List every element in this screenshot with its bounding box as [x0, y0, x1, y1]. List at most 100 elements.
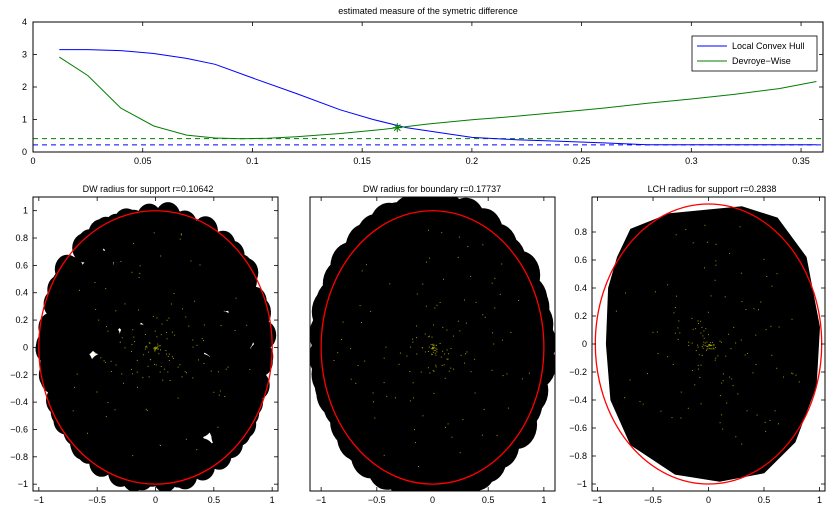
- sample-point: [499, 293, 501, 295]
- sample-point: [447, 358, 449, 360]
- sample-point: [702, 347, 704, 349]
- sample-point: [702, 344, 704, 346]
- sample-point: [755, 334, 757, 336]
- sample-point: [139, 265, 141, 267]
- sample-point: [361, 270, 363, 272]
- sample-point: [105, 288, 107, 290]
- sample-point: [493, 343, 495, 345]
- sample-point: [452, 335, 454, 337]
- sample-point: [752, 372, 754, 374]
- support-disc: [135, 434, 161, 464]
- tick-group: −1 −0.5 0 0.5 1 −1 −0.8 −0.6 −0.4 −0.2 0 0.2 0.4 0.6 0…: [569, 197, 825, 505]
- support-disc: [244, 370, 270, 400]
- sample-point: [412, 338, 414, 340]
- sample-point: [466, 351, 468, 353]
- sample-point: [133, 242, 135, 244]
- sample-point: [753, 308, 755, 310]
- sample-point: [697, 346, 699, 348]
- support-disc: [80, 258, 105, 288]
- sample-point: [416, 337, 417, 339]
- sample-point: [715, 260, 717, 262]
- sample-point: [203, 324, 205, 326]
- estimated-support: [310, 197, 555, 491]
- sample-point: [203, 340, 204, 342]
- sample-point: [441, 232, 443, 234]
- sample-point: [737, 393, 739, 395]
- sample-point: [429, 372, 431, 374]
- sample-point: [136, 359, 138, 361]
- sample-point: [429, 335, 430, 337]
- sample-point: [443, 278, 444, 280]
- sample-point: [448, 370, 450, 372]
- sample-point: [467, 246, 469, 247]
- tick-group: −1 −0.5 0 0.5 1: [316, 197, 546, 505]
- sample-point: [435, 354, 437, 356]
- support-disc: [136, 203, 162, 233]
- sample-point: [714, 279, 716, 281]
- support-disc: [81, 385, 106, 415]
- y-tick-label: −0.2: [569, 367, 587, 377]
- support-disc: [248, 347, 273, 377]
- sample-point: [706, 349, 707, 351]
- sample-point: [156, 336, 158, 338]
- sample-point: [687, 407, 689, 409]
- sample-point: [96, 391, 98, 393]
- sample-point: [185, 438, 187, 440]
- sample-point: [702, 335, 704, 337]
- sample-point: [165, 350, 167, 352]
- sample-point: [483, 409, 485, 410]
- sample-point: [700, 332, 702, 334]
- sample-point: [724, 296, 726, 298]
- tick-group: −1 −0.5 0 0.5 1 −1 −0.8 −0.6 −0.4 −0.2 0 0.2 0.4 0.6 0…: [10, 197, 278, 505]
- sample-point: [679, 332, 681, 334]
- sample-point: [671, 417, 673, 419]
- sample-point: [656, 331, 658, 333]
- y-tick-label: −1: [577, 479, 587, 489]
- sample-point: [383, 357, 385, 359]
- sample-point: [357, 365, 359, 366]
- sample-point: [701, 326, 703, 328]
- sample-point: [249, 369, 251, 370]
- x-tick-label: 0.25: [573, 156, 591, 166]
- sample-point: [677, 338, 679, 340]
- sample-point: [769, 419, 771, 421]
- sample-point: [432, 370, 434, 372]
- sample-point: [755, 364, 757, 365]
- sample-point: [192, 346, 194, 348]
- sample-point: [433, 324, 434, 326]
- sample-point: [680, 391, 682, 393]
- sample-point: [672, 364, 674, 365]
- sample-point: [131, 351, 132, 352]
- x-tick-label: 1: [270, 495, 275, 505]
- x-tick-label: 0: [430, 495, 435, 505]
- sample-point: [758, 309, 759, 311]
- sample-point: [223, 310, 225, 312]
- sample-point: [642, 403, 644, 405]
- sample-point: [746, 410, 748, 412]
- sample-point: [710, 295, 712, 297]
- sample-point: [342, 321, 344, 323]
- support-disc: [209, 344, 235, 374]
- x-tick-label: −1: [316, 495, 326, 505]
- sample-point: [715, 357, 717, 359]
- sample-point: [224, 396, 226, 397]
- support-disc: [89, 447, 114, 477]
- support-disc: [99, 265, 124, 295]
- sample-point: [729, 376, 731, 378]
- sample-point: [464, 299, 465, 301]
- sample-point: [680, 417, 682, 419]
- marker-stroke: [393, 124, 401, 132]
- support-disc: [120, 269, 146, 299]
- symmetric-difference-plot: 0 0.05 0.1 0.15 0.2 0.25 0.3 0.35 0 1 2 3 4 estimate…: [22, 6, 824, 166]
- sample-point: [157, 345, 159, 347]
- sample-point: [446, 358, 448, 360]
- sample-point: [171, 331, 173, 333]
- sample-point: [131, 271, 133, 273]
- plot-background: [33, 22, 823, 152]
- sample-point: [667, 284, 669, 286]
- sample-point: [652, 331, 654, 333]
- sample-point: [657, 353, 659, 355]
- sample-point: [433, 392, 435, 394]
- sample-point: [374, 417, 376, 419]
